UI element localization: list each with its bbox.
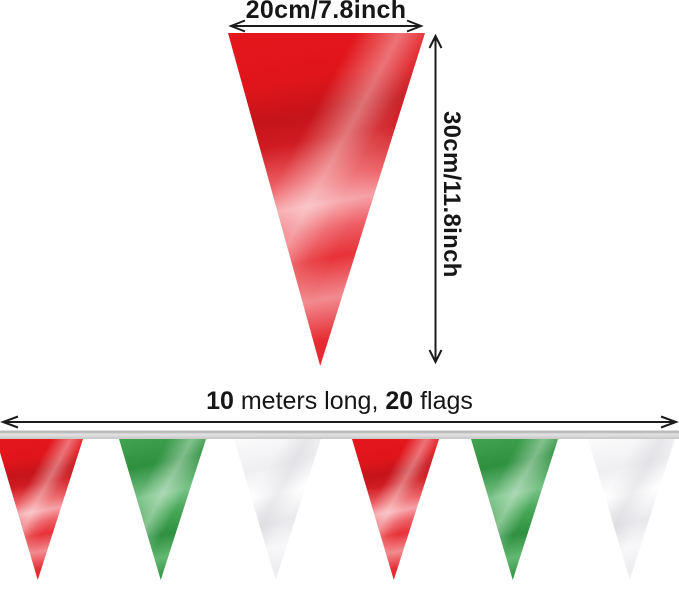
height-dimension-arrow <box>428 33 443 365</box>
banner-string <box>0 430 679 439</box>
pennant-flag-green <box>471 439 558 580</box>
banner-length-label: 10 meters long, 20 flags <box>0 387 679 416</box>
large-pennant-flag <box>228 33 425 366</box>
banner-length-suffix-text: flags <box>413 387 473 415</box>
pennant-flag-white <box>588 439 675 580</box>
pennant-flag-red <box>352 439 439 580</box>
banner-flag-count: 20 <box>385 387 414 415</box>
banner-flag-row <box>0 439 679 584</box>
height-dimension-label: 30cm/11.8inch <box>438 111 465 278</box>
length-dimension-arrow <box>0 415 679 429</box>
width-dimension-arrow <box>228 19 424 33</box>
pennant-flag-green <box>119 439 206 580</box>
banner-length-middle-text: meters long, <box>233 387 386 415</box>
pennant-flag-white <box>234 439 321 580</box>
pennant-flag-red <box>0 439 83 580</box>
width-dimension-label: 20cm/7.8inch <box>245 0 407 24</box>
banner-length-meters: 10 <box>206 387 234 415</box>
